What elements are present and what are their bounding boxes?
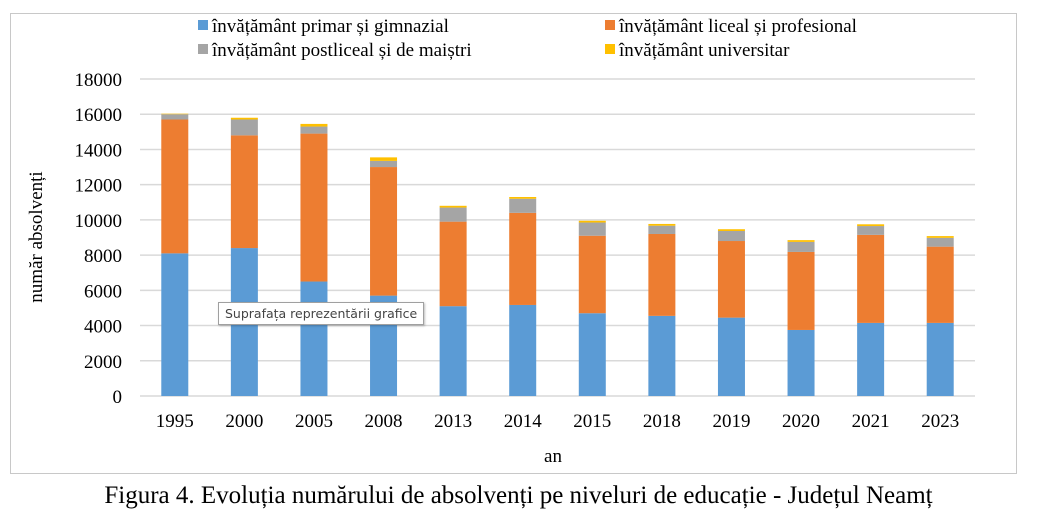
bar-segment-2020-s3 (787, 240, 815, 242)
y-tick-label: 18000 (75, 70, 123, 91)
bar-segment-2018-s0 (648, 315, 676, 396)
bar-segment-2019-s2 (717, 230, 745, 242)
bar-segment-2013-s3 (439, 205, 467, 208)
bar-segment-2015-s2 (578, 222, 606, 236)
figure-caption: Figura 4. Evoluția numărului de absolven… (104, 482, 933, 509)
bar-segment-1995-s3 (161, 113, 189, 115)
x-tick-label: 2021 (852, 411, 890, 432)
bar-segment-2005-s0 (300, 281, 328, 396)
bar-segment-2008-s2 (370, 160, 398, 168)
bar-segment-2023-s3 (926, 236, 954, 238)
legend-swatch (605, 44, 615, 54)
bar-segment-2023-s0 (926, 322, 954, 396)
x-tick-label: 2020 (782, 411, 820, 432)
bar-segment-2005-s2 (300, 126, 328, 134)
x-tick-label: 2019 (712, 411, 750, 432)
x-tick-label: 2015 (573, 411, 611, 432)
bar-segment-2020-s2 (787, 241, 815, 252)
bar-segment-2000-s3 (230, 117, 258, 120)
bar-segment-2023-s2 (926, 237, 954, 247)
x-axis-title: an (544, 446, 562, 467)
bar-segment-2008-s3 (370, 157, 398, 161)
bar-segment-2020-s0 (787, 329, 815, 396)
x-tick-label: 1995 (156, 411, 194, 432)
y-axis-title: număr absolvenți (26, 171, 47, 302)
bar-segment-1995-s2 (161, 114, 189, 120)
bar-segment-2000-s2 (230, 119, 258, 136)
y-tick-label: 8000 (84, 246, 122, 267)
stacked-bar-chart: 0 2000 4000 6000 8000 10000 12000 14000 16000 180… (26, 16, 975, 467)
bar-segment-2018-s3 (648, 223, 676, 226)
y-tick-label: 10000 (75, 211, 123, 232)
bar-segment-2005-s3 (300, 123, 328, 127)
bar-segment-2021-s2 (857, 226, 885, 235)
bar-segment-2021-s1 (857, 234, 885, 323)
bar-segment-2019-s1 (717, 241, 745, 318)
bar-segment-2021-s0 (857, 322, 885, 396)
y-tick-label: 2000 (84, 352, 122, 373)
legend-label: învățământ universitar (618, 40, 790, 61)
bar-segment-1995-s0 (161, 253, 189, 396)
x-tick-label: 2013 (434, 411, 472, 432)
x-tick-label: 2000 (225, 411, 263, 432)
bar-segment-2008-s1 (370, 167, 398, 296)
bar-segment-1995-s1 (161, 119, 189, 254)
y-tick-label: 0 (113, 387, 123, 408)
legend-swatch (198, 44, 208, 54)
bar-segment-2014-s0 (509, 304, 537, 396)
y-tick-label: 6000 (84, 281, 122, 302)
bar-segment-2014-s3 (509, 196, 537, 199)
bar-segment-2019-s0 (717, 317, 745, 396)
bar-segment-2020-s1 (787, 251, 815, 330)
bar-segment-2014-s2 (509, 198, 537, 213)
legend-label: învățământ primar și gimnazial (211, 16, 449, 37)
bar-segment-2015-s0 (578, 313, 606, 396)
bar-segment-2018-s1 (648, 233, 676, 316)
x-tick-label: 2023 (921, 411, 959, 432)
bar-segment-2018-s2 (648, 225, 676, 234)
bar-segment-2014-s1 (509, 212, 537, 305)
x-tick-label: 2005 (295, 411, 333, 432)
bar-segment-2023-s1 (926, 246, 954, 323)
y-tick-label: 4000 (84, 317, 122, 338)
chart-area-tooltip: Suprafața reprezentării grafice (218, 302, 425, 325)
bar-segment-2005-s1 (300, 133, 328, 282)
x-tick-label: 2018 (643, 411, 681, 432)
bar-segment-2000-s1 (230, 135, 258, 249)
legend-swatch (198, 20, 208, 30)
y-tick-label: 12000 (75, 176, 123, 197)
chart-frame (10, 13, 1017, 474)
bar-segment-2013-s1 (439, 221, 467, 307)
x-tick-label: 2014 (504, 411, 543, 432)
bar-segment-2015-s3 (578, 220, 606, 223)
legend-label: învățământ liceal și profesional (618, 16, 857, 37)
legend-label: învățământ postliceal și de maiștri (211, 40, 472, 61)
bar-segment-2021-s3 (857, 224, 885, 227)
y-tick-label: 16000 (75, 105, 123, 126)
y-tick-label: 14000 (75, 140, 123, 161)
bar-segment-2013-s2 (439, 207, 467, 222)
bar-segment-2013-s0 (439, 306, 467, 396)
legend-swatch (605, 20, 615, 30)
bar-segment-2019-s3 (717, 229, 745, 231)
bar-segment-2015-s1 (578, 235, 606, 314)
x-tick-label: 2008 (365, 411, 403, 432)
